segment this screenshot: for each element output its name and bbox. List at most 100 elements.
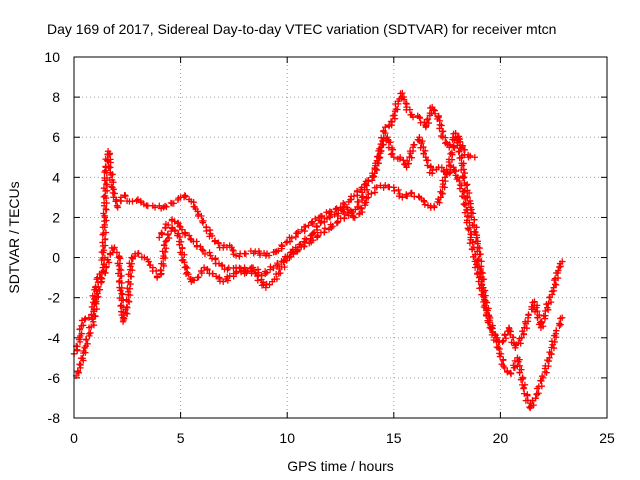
data-point-marker (151, 204, 159, 211)
x-tick-label: 5 (177, 430, 185, 446)
data-point-marker (294, 228, 302, 236)
data-point-marker (79, 322, 87, 329)
data-point-marker (199, 219, 207, 226)
data-point-marker (451, 167, 458, 175)
data-point-marker (267, 263, 274, 270)
data-point-marker (559, 314, 566, 321)
data-point-marker (544, 304, 551, 311)
data-point-marker (123, 303, 130, 311)
data-point-marker (523, 325, 531, 332)
data-point-marker (350, 192, 358, 200)
data-point-marker (473, 234, 481, 241)
data-point-marker (95, 283, 102, 291)
data-point-marker (165, 234, 173, 242)
data-point-marker (458, 162, 466, 169)
data-point-marker (555, 320, 563, 327)
data-point-marker (305, 222, 312, 229)
data-point-marker (83, 336, 90, 343)
data-point-marker (218, 261, 226, 269)
data-point-marker (185, 271, 192, 278)
y-tick-label: -8 (48, 410, 61, 426)
data-point-marker (403, 157, 411, 165)
data-point-marker (550, 344, 558, 352)
data-point-marker (102, 229, 110, 236)
data-point-marker (534, 314, 541, 321)
data-point-marker (519, 327, 526, 335)
data-point-marker (372, 165, 379, 173)
data-point-marker (420, 143, 427, 151)
data-point-marker (297, 240, 304, 248)
data-point-marker (557, 321, 564, 328)
data-point-marker (327, 212, 334, 220)
data-point-marker (521, 381, 529, 389)
data-point-marker (198, 212, 205, 220)
data-point-marker (94, 290, 101, 297)
data-point-marker (438, 164, 445, 171)
data-point-marker (380, 127, 387, 135)
data-point-marker (517, 376, 525, 383)
data-point-marker (236, 264, 243, 271)
data-point-marker (396, 155, 404, 163)
data-point-marker (161, 202, 169, 210)
data-point-marker (77, 355, 85, 362)
data-point-marker (103, 263, 110, 270)
data-point-marker (528, 303, 535, 311)
data-point-marker (323, 215, 331, 223)
data-point-marker (74, 343, 81, 350)
data-point-marker (329, 223, 336, 230)
data-point-marker (157, 267, 165, 274)
y-tick-label: 6 (52, 129, 60, 145)
data-point-marker (465, 200, 472, 207)
data-point-marker (107, 171, 115, 179)
data-point-marker (429, 166, 436, 174)
data-point-marker (456, 177, 463, 185)
data-point-marker (450, 164, 457, 171)
data-point-marker (109, 189, 117, 197)
data-point-marker (170, 200, 177, 207)
data-point-marker (463, 181, 471, 188)
data-point-marker (313, 223, 321, 231)
data-point-marker (552, 281, 560, 289)
data-point-marker (208, 232, 216, 240)
data-point-marker (465, 189, 473, 197)
data-point-marker (355, 198, 362, 206)
data-point-marker (406, 106, 414, 113)
data-point-marker (331, 211, 338, 218)
data-point-marker (103, 181, 111, 188)
data-point-marker (185, 232, 193, 239)
data-point-marker (236, 253, 243, 260)
data-point-marker (182, 192, 189, 200)
data-point-marker (543, 369, 550, 376)
data-point-marker (403, 164, 410, 171)
data-point-marker (486, 324, 493, 331)
data-point-marker (423, 116, 431, 124)
data-point-marker (420, 150, 427, 157)
data-point-marker (179, 244, 186, 252)
plot-frame (73, 56, 608, 419)
data-point-marker (126, 291, 134, 299)
data-point-marker (443, 166, 450, 173)
data-point-marker (229, 246, 236, 254)
data-point-marker (485, 305, 492, 312)
data-point-marker (441, 174, 449, 181)
data-point-marker (391, 187, 398, 195)
data-point-marker (164, 231, 172, 239)
y-tick-label: -6 (48, 370, 61, 386)
data-point-marker (278, 243, 286, 250)
data-point-marker (301, 239, 309, 246)
data-point-marker (181, 251, 188, 258)
data-point-marker (403, 192, 411, 200)
data-point-marker (334, 219, 341, 226)
data-point-marker (164, 221, 172, 229)
data-point-marker (78, 330, 85, 337)
data-point-marker (92, 313, 99, 320)
data-point-marker (119, 291, 126, 298)
data-point-marker (300, 243, 308, 250)
data-point-marker (461, 209, 469, 216)
data-point-marker (90, 322, 98, 329)
data-point-marker (100, 193, 108, 201)
y-tick-label: 4 (52, 169, 60, 185)
data-point-marker (534, 307, 541, 315)
data-point-marker (265, 252, 273, 259)
data-point-marker (118, 290, 125, 297)
